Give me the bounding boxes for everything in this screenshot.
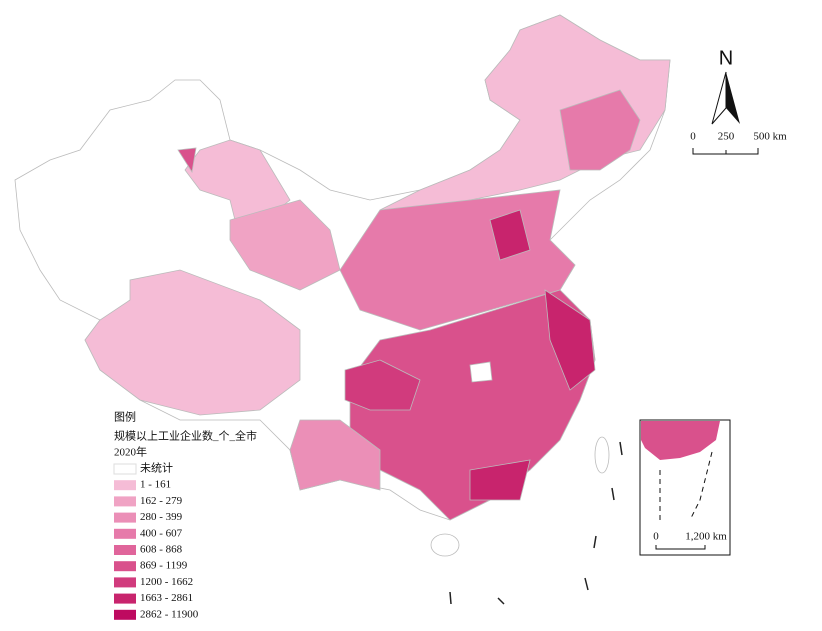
legend-title: 规模以上工业企业数_个_全市 [114, 429, 257, 443]
arrow-left [711, 71, 727, 125]
region [229, 199, 341, 291]
scale-label: 0 [690, 131, 696, 143]
region [289, 419, 381, 491]
region [84, 269, 301, 416]
legend-swatch [114, 577, 136, 588]
region [469, 361, 493, 383]
legend: 图例 规模以上工业企业数_个_全市 2020年 未统计 1 - 161 162 - … [113, 410, 257, 620]
region [344, 359, 421, 411]
arrow-right [726, 72, 740, 124]
legend-label: 162 - 279 [140, 495, 183, 507]
region [430, 533, 460, 557]
legend-year: 2020年 [114, 445, 147, 459]
legend-swatch [113, 463, 137, 475]
legend-label: 400 - 607 [140, 527, 183, 539]
region [469, 459, 531, 501]
legend-label: 869 - 1199 [140, 560, 188, 572]
legend-swatch [114, 609, 136, 620]
legend-swatch [114, 512, 136, 523]
scale-line [692, 148, 759, 155]
region [177, 147, 197, 174]
legend-swatch [114, 480, 136, 491]
sea-boundary [449, 441, 623, 605]
region [594, 436, 610, 474]
inset-scale-label: 0 [653, 531, 659, 543]
legend-heading: 图例 [114, 410, 136, 424]
region [544, 289, 596, 391]
legend-label: 608 - 868 [140, 544, 183, 556]
legend-label: 未统计 [140, 462, 173, 475]
inset-scale-label: 1,200 km [685, 531, 727, 543]
scale-bar: 0 250 500 km [690, 131, 787, 155]
legend-label: 1663 - 2861 [140, 592, 193, 604]
inset-boundary [659, 451, 713, 521]
legend-label: 280 - 399 [140, 511, 183, 523]
legend-swatch [114, 496, 136, 507]
region [559, 89, 641, 171]
scale-label: 250 [718, 131, 735, 143]
legend-swatch [114, 545, 136, 555]
inset: 0 1,200 km [639, 419, 731, 556]
north-arrow: N [711, 47, 740, 125]
legend-swatch [114, 561, 136, 572]
scale-label: 500 km [753, 131, 787, 143]
legend-swatch [114, 593, 136, 604]
legend-swatch [114, 528, 136, 539]
china-map [14, 14, 671, 557]
inset-scale-line [655, 545, 706, 550]
inset-land [641, 421, 720, 460]
region [489, 209, 531, 261]
north-label: N [719, 47, 733, 69]
legend-label: 2862 - 11900 [140, 608, 199, 620]
legend-label: 1200 - 1662 [140, 576, 193, 588]
legend-label: 1 - 161 [140, 479, 171, 491]
